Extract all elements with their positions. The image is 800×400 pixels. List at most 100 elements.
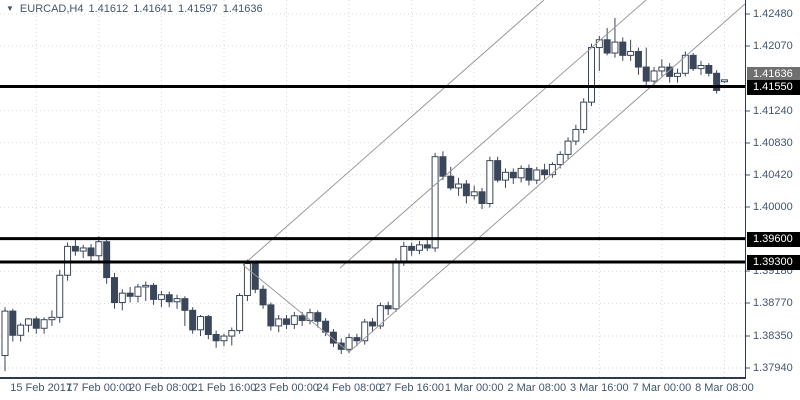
candle-body: [666, 66, 674, 77]
price-tick-mark: [746, 174, 750, 176]
candlestick-plot-area[interactable]: [0, 0, 745, 379]
candle-body: [189, 309, 197, 331]
candle-body: [541, 169, 549, 176]
price-tick-label: 1.38770: [753, 297, 793, 310]
candle-body: [439, 156, 447, 177]
candle-body: [165, 294, 173, 303]
candle-body: [243, 263, 251, 297]
chart-title: ▼ EURCAD,H4 1.41612 1.41641 1.41597 1.41636: [6, 3, 263, 15]
candle-body: [697, 64, 705, 70]
candle-body: [87, 247, 95, 257]
price-tick-mark: [746, 45, 750, 47]
candle-body: [713, 72, 721, 91]
trendline-descending-line[interactable]: [242, 264, 350, 353]
candle-body: [150, 284, 158, 300]
time-tick-label: 20 Feb 08:00: [128, 382, 194, 394]
candle-body: [40, 319, 48, 329]
candle-body: [658, 66, 666, 72]
candle-body: [290, 315, 298, 325]
ohlc-open: 1.41612: [88, 3, 129, 15]
price-tick-mark: [746, 110, 750, 112]
price-tick-label: 1.42480: [753, 8, 793, 21]
candle-body: [329, 331, 337, 344]
candle-body: [400, 245, 408, 263]
trendlines-layer[interactable]: [242, 0, 745, 353]
candle-body: [157, 294, 165, 300]
price-lines-layer[interactable]: [0, 85, 745, 264]
candle-body: [517, 167, 525, 179]
ohlc-high: 1.41641: [133, 3, 174, 15]
time-tick-label: 24 Feb 08:00: [316, 382, 382, 394]
candle-body: [689, 54, 697, 70]
candle-body: [462, 183, 470, 197]
candle-body: [251, 263, 259, 290]
level-price-box: 1.39300: [747, 254, 800, 270]
grid-layer: [0, 0, 745, 379]
candles-layer: [1, 17, 728, 372]
price-tick-mark: [746, 142, 750, 144]
price-tick-label: 1.37940: [753, 362, 793, 375]
candle-body: [627, 50, 635, 56]
candle-body: [431, 156, 439, 249]
time-tick-label: 1 Mar 00:00: [444, 382, 504, 394]
price-tick-mark: [746, 206, 750, 208]
candle-body: [197, 316, 204, 331]
candle-body: [470, 191, 478, 197]
price-tick-label: 1.38350: [753, 330, 793, 343]
candle-body: [642, 66, 650, 82]
candle-body: [564, 140, 572, 155]
candle-body: [720, 79, 728, 83]
candle-body: [415, 244, 423, 251]
candle-body: [603, 39, 611, 54]
candle-body: [314, 312, 322, 322]
candle-body: [353, 337, 361, 342]
candle-body: [361, 321, 369, 342]
time-tick-label: 7 Mar 00:00: [632, 382, 692, 394]
time-tick-label: 21 Feb 16:00: [191, 382, 257, 394]
trendline-channel-lower[interactable]: [348, 3, 745, 353]
candle-body: [572, 128, 580, 142]
trendline-channel-upper[interactable]: [242, 0, 545, 266]
candle-body: [204, 316, 212, 336]
time-tick-label: 15 Feb 2017: [10, 382, 73, 394]
candle-body: [71, 245, 79, 252]
candle-body: [220, 335, 228, 342]
time-tick-label: 27 Feb 16:00: [379, 382, 445, 394]
price-tick-mark: [746, 270, 750, 272]
candle-body: [267, 304, 275, 327]
candlestick-plot-svg[interactable]: [0, 0, 745, 379]
time-axis[interactable]: 15 Feb 2017 17 Feb 00:00 20 Feb 08:00 21 Fe…: [0, 379, 800, 400]
candle-body: [345, 337, 353, 350]
level-price-box: 1.41550: [747, 79, 800, 95]
candle-body: [1, 310, 9, 357]
candle-body: [423, 244, 431, 249]
candle-body: [236, 295, 244, 332]
candle-body: [228, 330, 236, 337]
candle-body: [478, 191, 486, 205]
candle-body: [32, 318, 40, 329]
candle-body: [173, 298, 181, 303]
price-tick-mark: [746, 335, 750, 337]
trendline-channel-middle[interactable]: [339, 0, 647, 269]
price-axis[interactable]: 1.42480 1.42070 1.41240 1.40830 1.40420 1.400…: [745, 0, 800, 379]
ohlc-low: 1.41597: [178, 3, 218, 15]
candle-body: [376, 305, 384, 327]
time-tick-label: 17 Feb 00:00: [66, 382, 132, 394]
candle-body: [126, 292, 134, 297]
candle-body: [611, 41, 619, 54]
candle-body: [509, 171, 517, 179]
candle-body: [298, 315, 306, 321]
candle-body: [181, 298, 189, 311]
candle-body: [103, 241, 111, 279]
price-tick-label: 1.40830: [753, 136, 793, 149]
candle-body: [24, 318, 32, 326]
price-tick-label: 1.42070: [753, 40, 793, 52]
candle-body: [95, 241, 103, 257]
candle-body: [525, 167, 533, 181]
candle-body: [588, 47, 595, 103]
time-tick-label: 8 Mar 08:00: [695, 382, 754, 394]
candle-body: [369, 321, 377, 327]
candle-body: [118, 292, 126, 304]
candle-body: [9, 310, 17, 336]
candle-body: [619, 41, 627, 56]
